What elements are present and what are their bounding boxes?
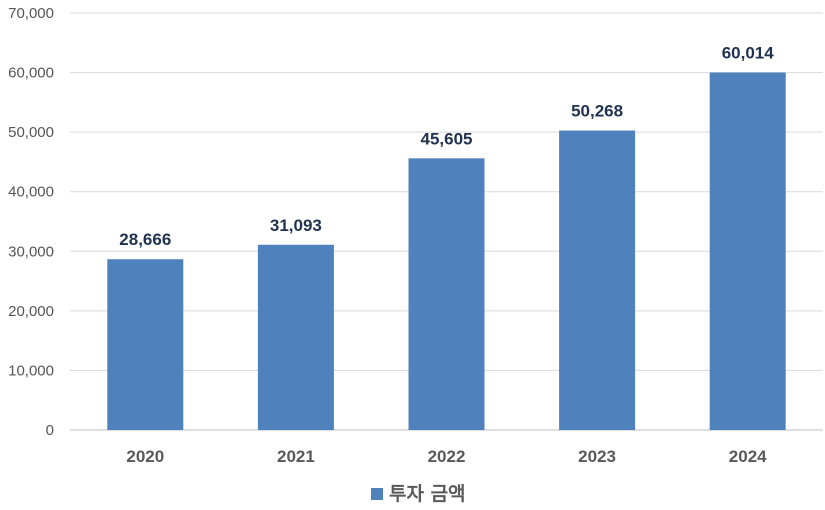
y-axis-tick-labels: 0 10,000 20,000 30,000 40,000 50,000 60,000 70,… (8, 5, 54, 439)
y-tick-label: 60,000 (8, 65, 54, 82)
y-tick-label: 70,000 (8, 5, 54, 22)
bar-2023 (559, 130, 636, 431)
data-label: 45,605 (421, 129, 473, 148)
bar-2024 (709, 72, 786, 430)
y-tick-label: 0 (46, 422, 54, 439)
data-label: 31,093 (270, 216, 322, 235)
data-label: 28,666 (119, 230, 171, 249)
y-tick-label: 40,000 (8, 184, 54, 201)
y-tick-label: 50,000 (8, 124, 54, 141)
category-label: 2023 (578, 447, 616, 466)
data-label: 60,014 (722, 43, 775, 62)
y-tick-label: 10,000 (8, 362, 54, 379)
bar-2021 (257, 244, 334, 430)
legend-swatch (371, 488, 383, 500)
bar-2020 (107, 259, 184, 430)
y-tick-label: 20,000 (8, 303, 54, 320)
category-label: 2024 (729, 447, 767, 466)
bar-2022 (408, 158, 485, 430)
bar-series (107, 72, 786, 431)
legend-label: 투자 금액 (389, 483, 466, 505)
category-label: 2020 (126, 447, 164, 466)
legend: 투자 금액 (371, 483, 466, 505)
category-label: 2021 (277, 447, 315, 466)
x-axis-category-labels: 2020 2021 2022 2023 2024 (126, 447, 767, 466)
data-label: 50,268 (571, 102, 623, 121)
category-label: 2022 (428, 447, 466, 466)
y-tick-label: 30,000 (8, 243, 54, 260)
data-labels: 28,666 31,093 45,605 50,268 60,014 (119, 43, 774, 249)
